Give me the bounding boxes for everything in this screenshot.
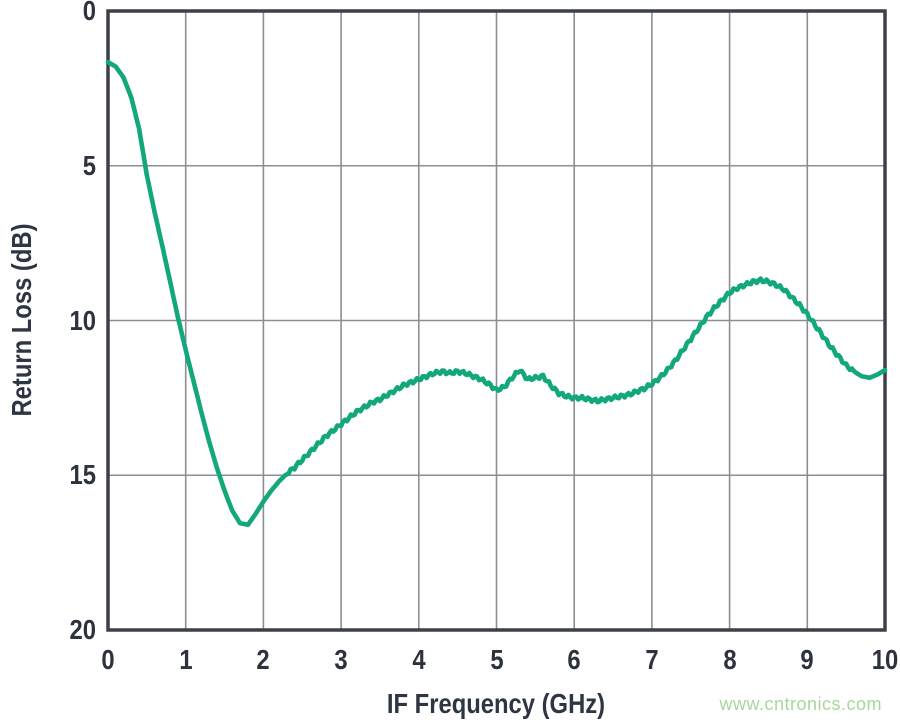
x-tick-label: 8 <box>722 644 737 675</box>
x-tick-label: 3 <box>334 644 348 675</box>
x-tick-label: 9 <box>800 644 814 675</box>
x-axis-title: IF Frequency (GHz) <box>386 688 606 719</box>
plot-frame <box>106 9 887 632</box>
plot-border <box>106 9 887 632</box>
return-loss-trace <box>105 59 888 528</box>
x-tick-label: 6 <box>567 644 581 675</box>
x-tick-label: 7 <box>645 644 659 675</box>
y-tick-label: 10 <box>69 304 96 336</box>
y-axis-title: Return Loss (dB) <box>6 223 37 417</box>
x-tick-label: 10 <box>871 644 899 675</box>
x-tick-label: 4 <box>412 644 426 675</box>
x-tick-label: 2 <box>256 644 271 675</box>
y-tick-label: 5 <box>82 149 96 181</box>
watermark: www.cntronics.com <box>719 694 882 714</box>
return-loss-curve <box>105 59 888 528</box>
x-tick-label: 0 <box>101 644 115 675</box>
y-tick-label: 20 <box>69 614 96 645</box>
x-tick-label: 5 <box>489 644 504 675</box>
x-tick-label: 1 <box>179 644 193 675</box>
y-tick-label: 15 <box>69 459 96 491</box>
grid-lines <box>107 10 886 631</box>
y-tick-label: 0 <box>82 0 96 26</box>
